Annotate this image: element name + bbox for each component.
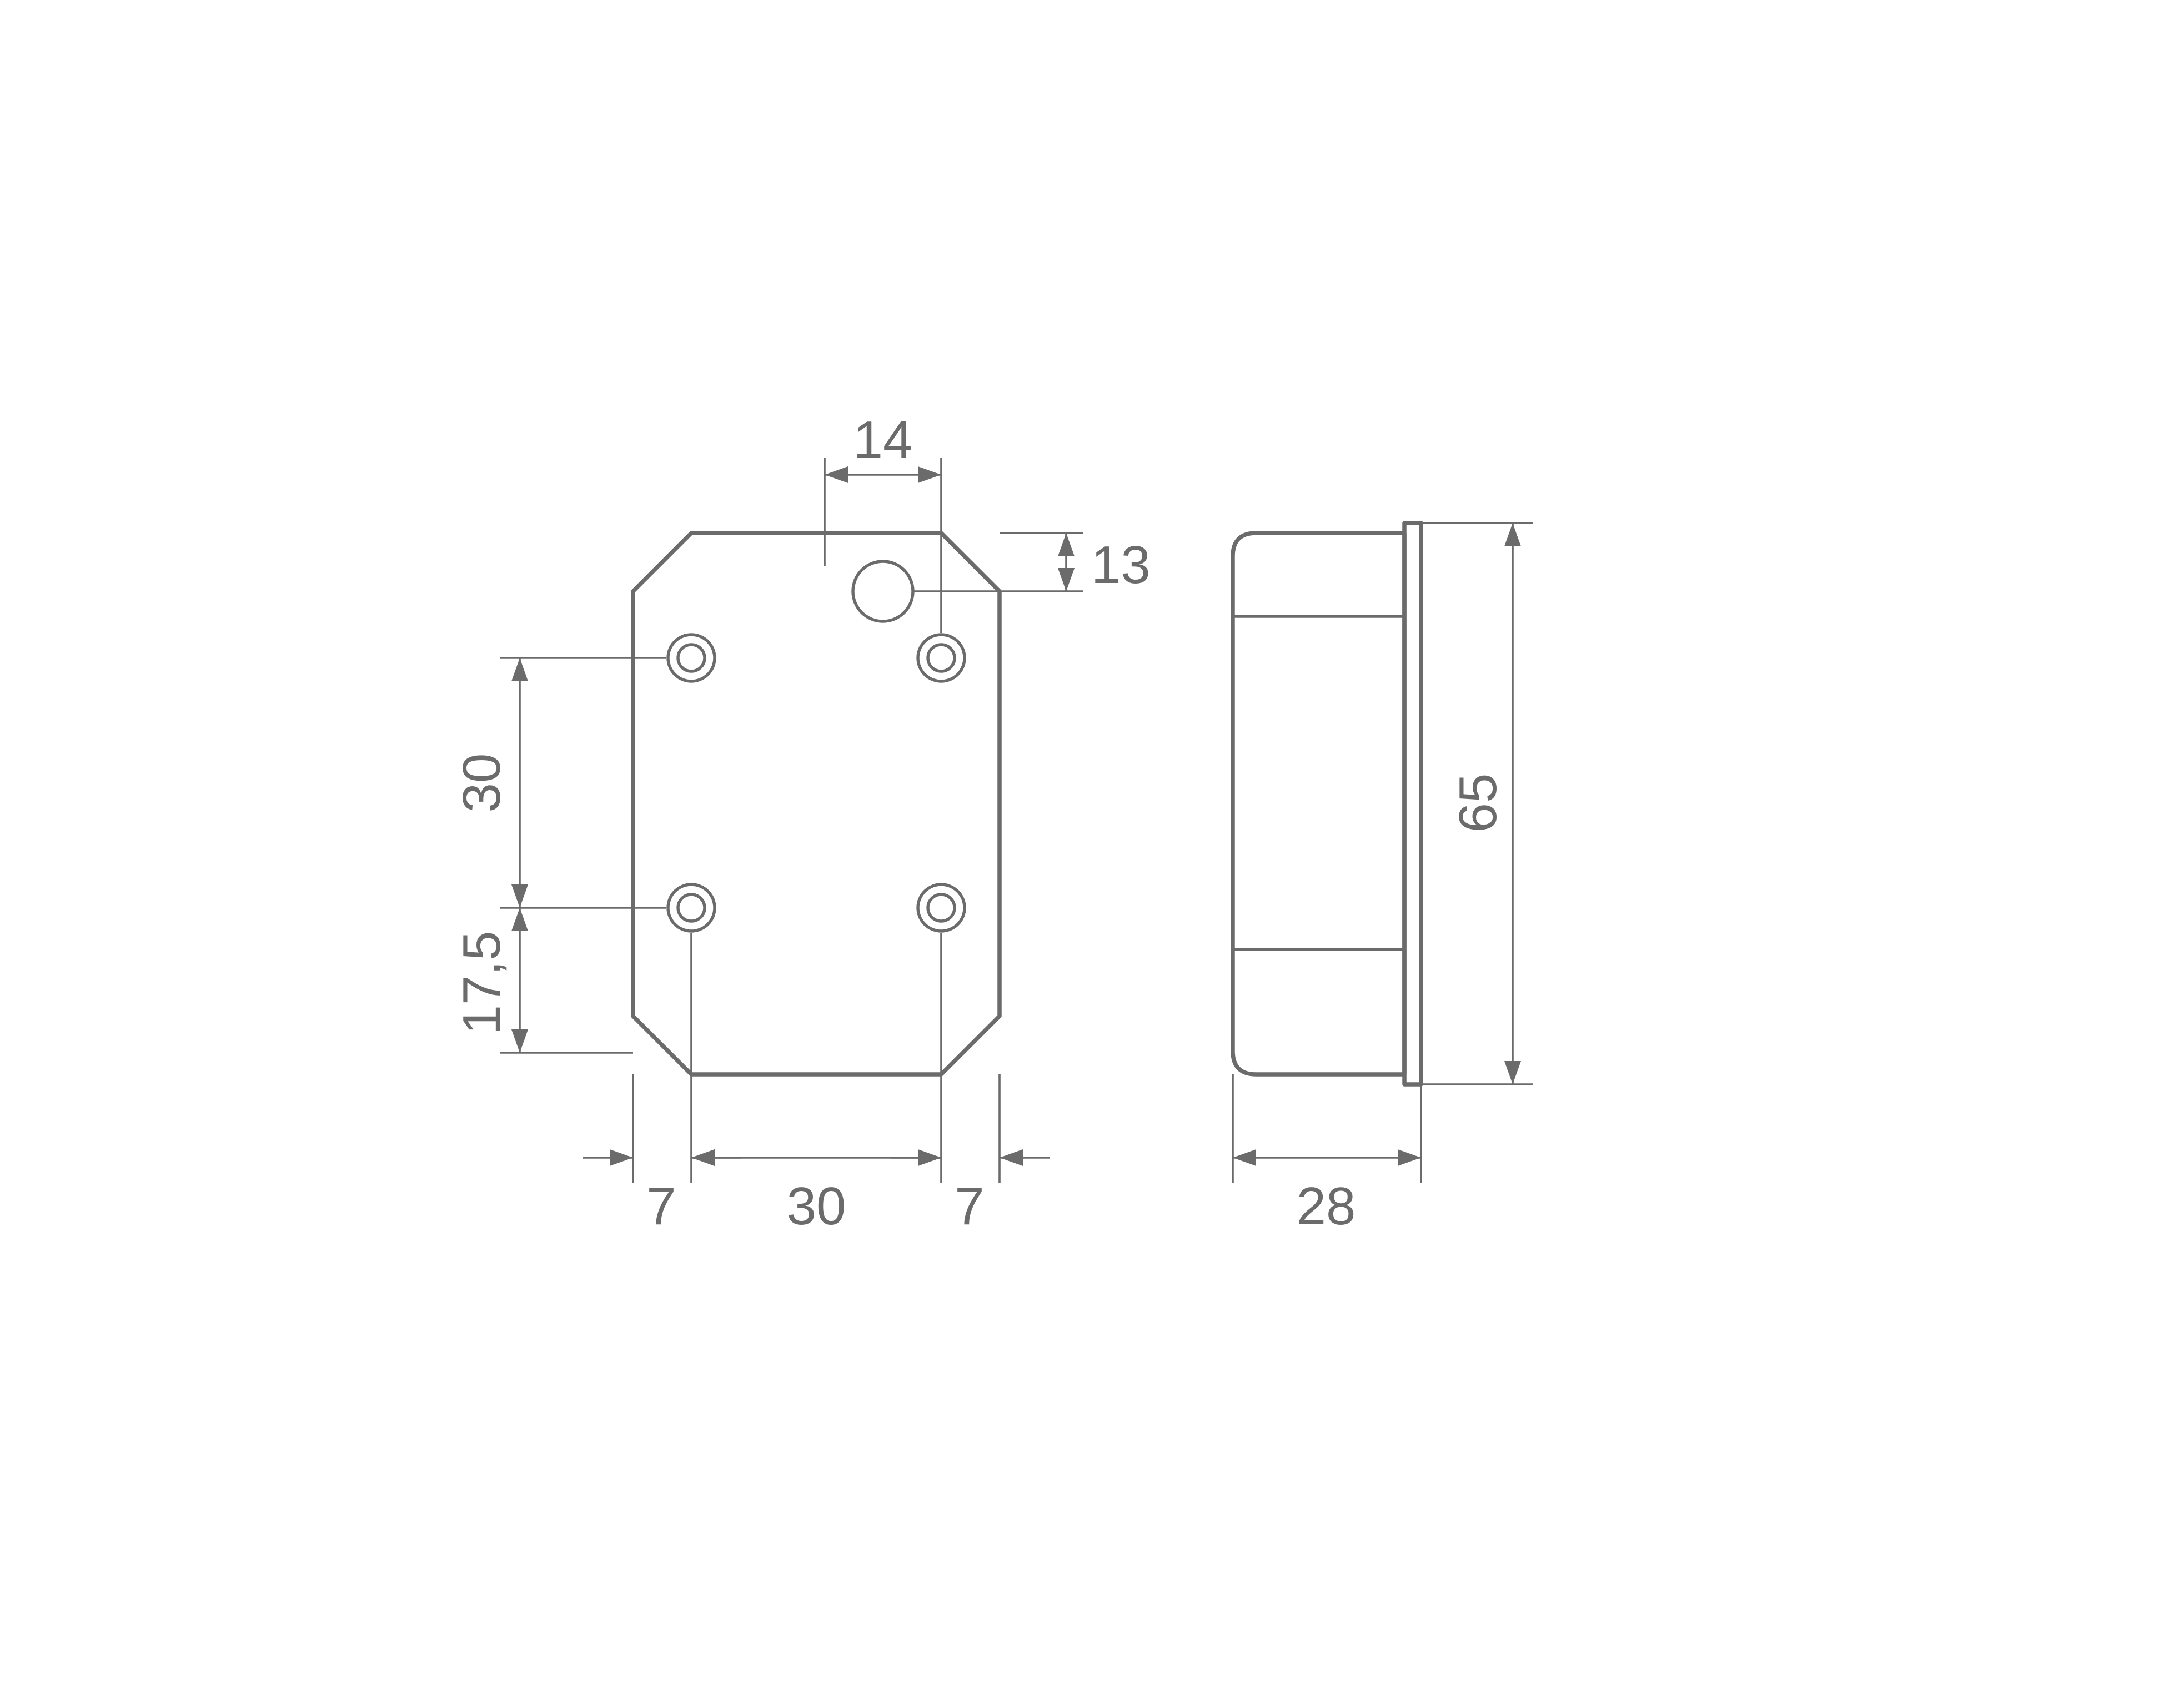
front-hole-tr [918,635,965,681]
dim-65: 65 [1421,523,1533,1084]
side-flange-outline [1404,523,1421,1084]
front-view [633,533,1000,1074]
front-body-outline [633,533,1000,1074]
side-body-outline [1233,533,1404,1074]
front-hole-br [918,884,965,931]
dim-17-5: 17,5 [452,908,633,1053]
side-view [1233,523,1421,1084]
dim-14-text: 14 [853,410,913,470]
engineering-drawing: 14 13 30 17,5 7 [0,0,2184,1689]
dim-14: 14 [825,410,941,633]
dim-30-bottom-text: 30 [787,1177,846,1236]
dim-28-text: 28 [1297,1177,1356,1236]
dim-30-left-text: 30 [452,753,511,813]
front-hole-bl [668,884,715,931]
dim-7-right-text: 7 [955,1177,984,1236]
dim-7-left-text: 7 [646,1177,676,1236]
front-hole-tl [668,635,715,681]
dim-28: 28 [1233,1074,1421,1236]
front-big-hole [853,561,913,621]
dim-13-text: 13 [1091,535,1151,595]
dim-17-5-text: 17,5 [452,931,511,1035]
dim-65-text: 65 [1448,773,1508,833]
dim-bottom-group: 7 30 7 [583,933,1050,1236]
